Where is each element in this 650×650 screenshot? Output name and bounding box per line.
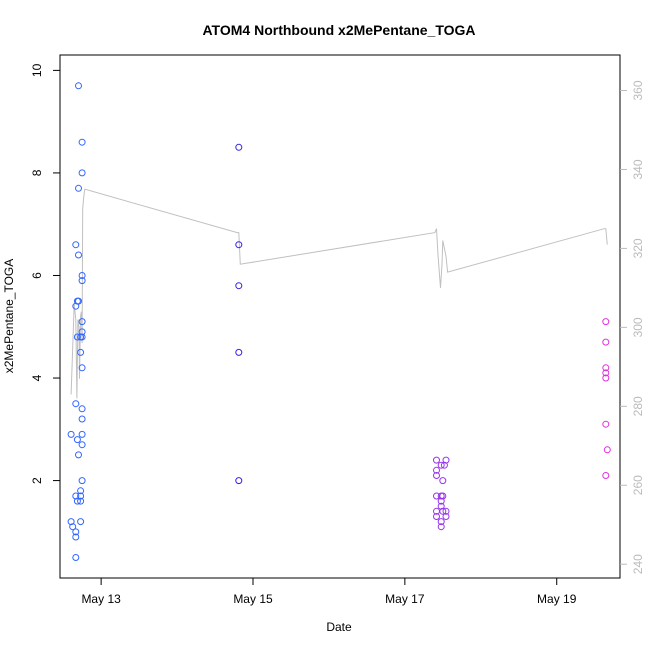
y-tick-label: 4 xyxy=(30,374,44,381)
data-point xyxy=(602,318,610,326)
y-tick-label: 6 xyxy=(30,272,44,279)
data-point xyxy=(235,143,243,151)
data-point xyxy=(439,507,447,515)
data-point xyxy=(78,333,86,341)
data-point xyxy=(439,477,447,485)
data-point xyxy=(77,348,85,356)
x-axis: May 13 May 15 May 17 May 19 xyxy=(81,578,577,606)
data-point xyxy=(72,400,80,408)
data-point xyxy=(78,328,86,336)
x-tick-label: May 15 xyxy=(233,592,273,606)
data-point xyxy=(75,297,82,305)
right-y-axis: 240 260 280 300 320 340 360 xyxy=(620,80,645,574)
data-point xyxy=(72,241,80,249)
data-point xyxy=(433,456,440,464)
data-point xyxy=(75,82,82,90)
chart-title: ATOM4 Northbound x2MePentane_TOGA xyxy=(202,22,475,38)
data-point xyxy=(235,282,243,290)
right-y-tick-label: 340 xyxy=(631,159,645,179)
y-tick-label: 8 xyxy=(30,169,44,176)
data-point xyxy=(433,466,440,474)
y-tick-label: 2 xyxy=(30,477,44,484)
data-point xyxy=(433,472,440,479)
data-point xyxy=(437,518,445,526)
data-point xyxy=(602,338,610,346)
right-y-tick-label: 260 xyxy=(631,475,645,495)
data-point xyxy=(72,533,80,541)
right-y-tick-label: 280 xyxy=(631,396,645,416)
data-point xyxy=(78,415,86,423)
data-point xyxy=(442,456,450,464)
right-y-tick-label: 320 xyxy=(631,238,645,258)
data-point xyxy=(78,364,86,372)
data-point xyxy=(77,492,85,500)
data-point xyxy=(235,348,243,356)
right-axis-series-line xyxy=(70,188,608,399)
right-y-tick-label: 240 xyxy=(631,554,645,574)
data-point xyxy=(78,272,86,279)
data-point xyxy=(602,420,610,428)
data-point xyxy=(78,477,86,485)
data-point xyxy=(78,405,86,413)
x-tick-label: May 19 xyxy=(537,592,577,606)
data-point xyxy=(602,369,610,377)
data-point xyxy=(75,451,82,459)
data-point xyxy=(73,333,81,341)
data-point xyxy=(73,497,81,505)
data-point xyxy=(78,318,86,326)
data-point xyxy=(77,497,85,505)
data-point xyxy=(75,251,82,259)
x-axis-label: Date xyxy=(326,620,352,634)
data-point xyxy=(602,364,610,372)
data-point xyxy=(67,430,75,438)
data-point xyxy=(69,523,77,531)
data-point xyxy=(78,441,86,449)
plot-frame xyxy=(59,54,621,579)
data-point xyxy=(73,436,81,444)
data-point xyxy=(78,169,86,177)
data-point xyxy=(602,374,610,382)
y-axis: 2 4 6 8 10 xyxy=(30,63,60,484)
data-point xyxy=(235,241,243,249)
data-point xyxy=(77,487,85,495)
data-point xyxy=(437,523,445,531)
data-point xyxy=(77,518,85,526)
y-axis-label: x2MePentane_TOGA xyxy=(2,259,16,374)
x-tick-label: May 17 xyxy=(385,592,425,606)
points-layer xyxy=(67,82,611,561)
right-y-tick-label: 300 xyxy=(631,317,645,337)
data-point xyxy=(439,492,447,500)
data-point xyxy=(78,277,86,285)
right-y-tick-label: 360 xyxy=(631,80,645,100)
data-point xyxy=(442,507,450,515)
y-tick-label: 10 xyxy=(30,63,44,77)
data-point xyxy=(78,138,86,146)
x-tick-label: May 13 xyxy=(81,592,121,606)
data-point xyxy=(72,528,80,536)
data-point xyxy=(78,430,86,438)
data-point xyxy=(433,513,440,520)
data-point xyxy=(72,554,80,561)
data-point xyxy=(603,446,611,454)
data-point xyxy=(602,472,610,479)
right-axis-line-layer xyxy=(70,188,608,399)
data-point xyxy=(75,184,82,192)
data-point xyxy=(442,513,450,520)
data-point xyxy=(235,477,243,485)
data-point xyxy=(437,461,445,469)
